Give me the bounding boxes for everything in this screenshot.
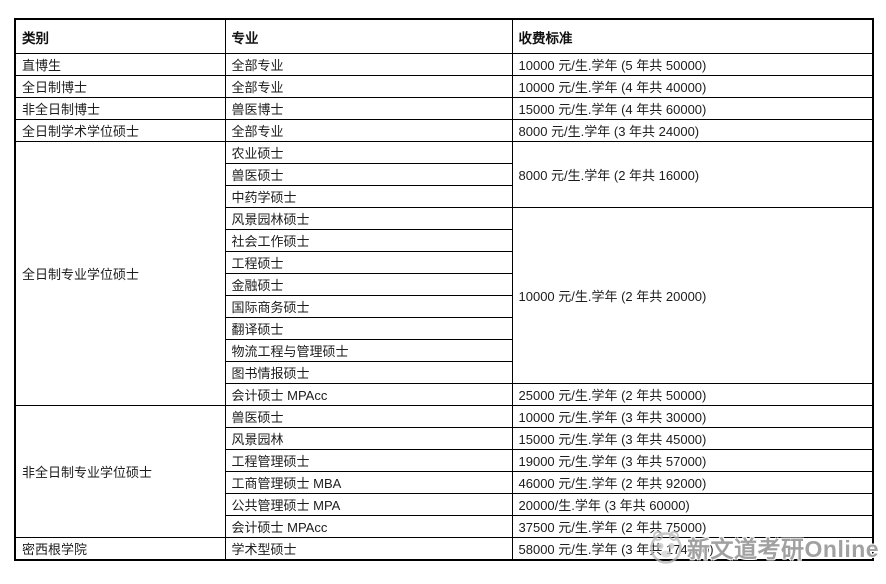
table-row: 物流工程与管理硕士 bbox=[15, 339, 873, 362]
major-cell: 兽医博士 bbox=[224, 97, 513, 120]
major-cell: 工程管理硕士 bbox=[224, 449, 513, 472]
major-cell: 公共管理硕士 MPA bbox=[224, 493, 513, 516]
table-row: 社会工作硕士 bbox=[15, 229, 873, 252]
major-cell: 兽医硕士 bbox=[224, 163, 513, 186]
fee-cell: 10000 元/生.学年 (3 年共 30000) bbox=[511, 405, 874, 428]
major-cell: 风景园林硕士 bbox=[224, 207, 513, 230]
major-cell: 会计硕士 MPAcc bbox=[224, 515, 513, 538]
table-row: 工商管理硕士 MBA 46000 元/生.学年 (2 年共 92000) bbox=[15, 471, 874, 494]
table-row: 全日制专业学位硕士 农业硕士 8000 元/生.学年 (2 年共 16000) bbox=[14, 141, 874, 406]
major-cell: 翻译硕士 bbox=[224, 317, 513, 340]
fee-cell: 37500 元/生.学年 (2 年共 75000) bbox=[511, 515, 874, 538]
major-cell: 金融硕士 bbox=[224, 273, 513, 296]
major-cell: 图书情报硕士 bbox=[224, 361, 513, 384]
tuition-fee-table: 类别 专业 收费标准 直博生 全部专业 10000 元/生.学年 (5 年共 50000… bbox=[14, 18, 874, 561]
fee-cell: 20000/生.学年 (3 年共 60000) bbox=[511, 493, 874, 516]
major-cell: 工商管理硕士 MBA bbox=[224, 471, 513, 494]
major-cell: 兽医硕士 bbox=[224, 405, 513, 428]
table-row: 密西根学院 学术型硕士 58000 元/生.学年 (3 年共 174000) bbox=[14, 537, 874, 561]
fee-cell: 10000 元/生.学年 (5 年共 50000) bbox=[511, 53, 874, 76]
fee-cell: 10000 元/生.学年 (4 年共 40000) bbox=[511, 75, 874, 98]
table-row: 图书情报硕士 bbox=[15, 361, 873, 384]
fee-cell: 19000 元/生.学年 (3 年共 57000) bbox=[511, 449, 874, 472]
column-header-2: 收费标准 bbox=[511, 18, 874, 54]
major-cell: 风景园林 bbox=[224, 427, 513, 450]
category-cell: 全日制专业学位硕士 bbox=[14, 141, 226, 406]
fee-cell: 46000 元/生.学年 (2 年共 92000) bbox=[511, 471, 874, 494]
major-cell: 全部专业 bbox=[224, 119, 513, 142]
fee-cell: 58000 元/生.学年 (3 年共 174000) bbox=[511, 537, 874, 561]
category-cell: 非全日制专业学位硕士 bbox=[14, 405, 226, 538]
table-row: 非全日制博士 兽医博士 15000 元/生.学年 (4 年共 60000) bbox=[14, 97, 874, 120]
major-cell: 会计硕士 MPAcc bbox=[224, 383, 513, 406]
category-cell: 全日制博士 bbox=[14, 75, 226, 98]
fee-cell: 8000 元/生.学年 (2 年共 16000) bbox=[511, 141, 874, 208]
header-row: 类别 专业 收费标准 bbox=[14, 18, 874, 54]
table-row: 非全日制专业学位硕士 兽医硕士 10000 元/生.学年 (3 年共 30000) bbox=[14, 405, 874, 538]
column-header-1: 专业 bbox=[224, 18, 513, 54]
major-cell: 学术型硕士 bbox=[224, 537, 513, 561]
major-cell: 中药学硕士 bbox=[224, 185, 513, 208]
fee-cell: 15000 元/生.学年 (3 年共 45000) bbox=[511, 427, 874, 450]
major-cell: 农业硕士 bbox=[224, 141, 513, 164]
major-cell: 社会工作硕士 bbox=[224, 229, 513, 252]
fee-cell: 25000 元/生.学年 (2 年共 50000) bbox=[511, 383, 874, 406]
table-row: 直博生 全部专业 10000 元/生.学年 (5 年共 50000) bbox=[14, 53, 874, 76]
table-row: 会计硕士 MPAcc 25000 元/生.学年 (2 年共 50000) bbox=[15, 383, 874, 406]
category-cell: 非全日制博士 bbox=[14, 97, 226, 120]
category-cell: 密西根学院 bbox=[14, 537, 226, 561]
fee-table-body: 直博生 全部专业 10000 元/生.学年 (5 年共 50000) 全日制博士 全部专… bbox=[14, 53, 874, 561]
table-row: 全日制博士 全部专业 10000 元/生.学年 (4 年共 40000) bbox=[14, 75, 874, 98]
fee-cell: 10000 元/生.学年 (2 年共 20000) bbox=[511, 207, 874, 384]
table-row: 公共管理硕士 MPA 20000/生.学年 (3 年共 60000) bbox=[15, 493, 874, 516]
category-cell: 直博生 bbox=[14, 53, 226, 76]
tuition-table-container: 类别 专业 收费标准 直博生 全部专业 10000 元/生.学年 (5 年共 50000… bbox=[14, 18, 874, 561]
category-cell: 全日制学术学位硕士 bbox=[14, 119, 226, 142]
major-cell: 全部专业 bbox=[224, 75, 513, 98]
major-cell: 工程硕士 bbox=[224, 251, 513, 274]
table-row: 全日制学术学位硕士 全部专业 8000 元/生.学年 (3 年共 24000) bbox=[14, 119, 874, 142]
column-header-0: 类别 bbox=[14, 18, 226, 54]
fee-cell: 8000 元/生.学年 (3 年共 24000) bbox=[511, 119, 874, 142]
major-cell: 全部专业 bbox=[224, 53, 513, 76]
major-cell: 物流工程与管理硕士 bbox=[224, 339, 513, 362]
table-row: 风景园林硕士 10000 元/生.学年 (2 年共 20000) bbox=[15, 207, 874, 384]
major-cell: 国际商务硕士 bbox=[224, 295, 513, 318]
fee-cell: 15000 元/生.学年 (4 年共 60000) bbox=[511, 97, 874, 120]
table-row: 风景园林 15000 元/生.学年 (3 年共 45000) bbox=[15, 427, 874, 450]
